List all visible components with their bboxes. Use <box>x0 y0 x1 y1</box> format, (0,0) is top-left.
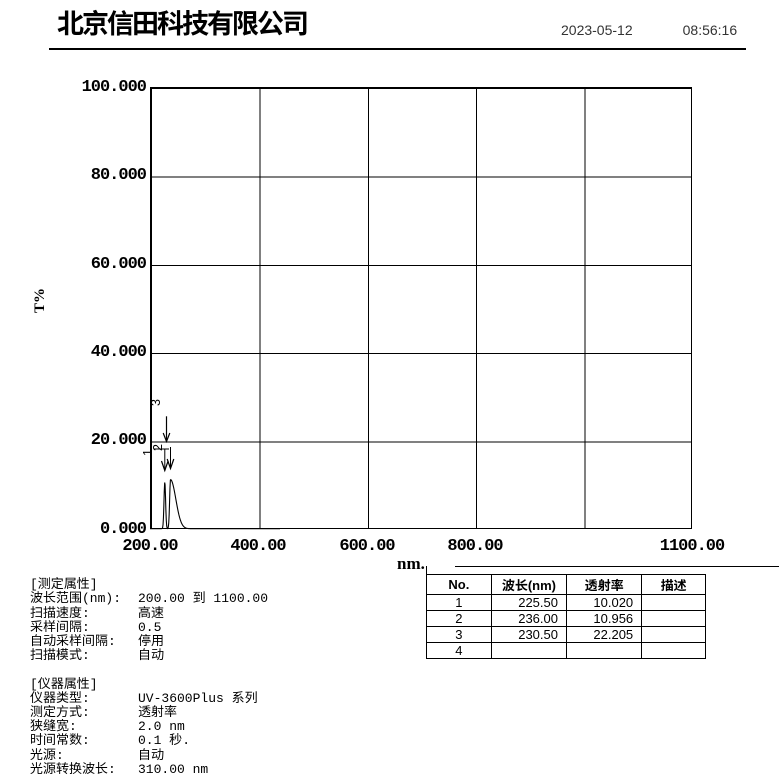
svg-text:2: 2 <box>151 444 165 451</box>
svg-text:3: 3 <box>149 399 163 406</box>
